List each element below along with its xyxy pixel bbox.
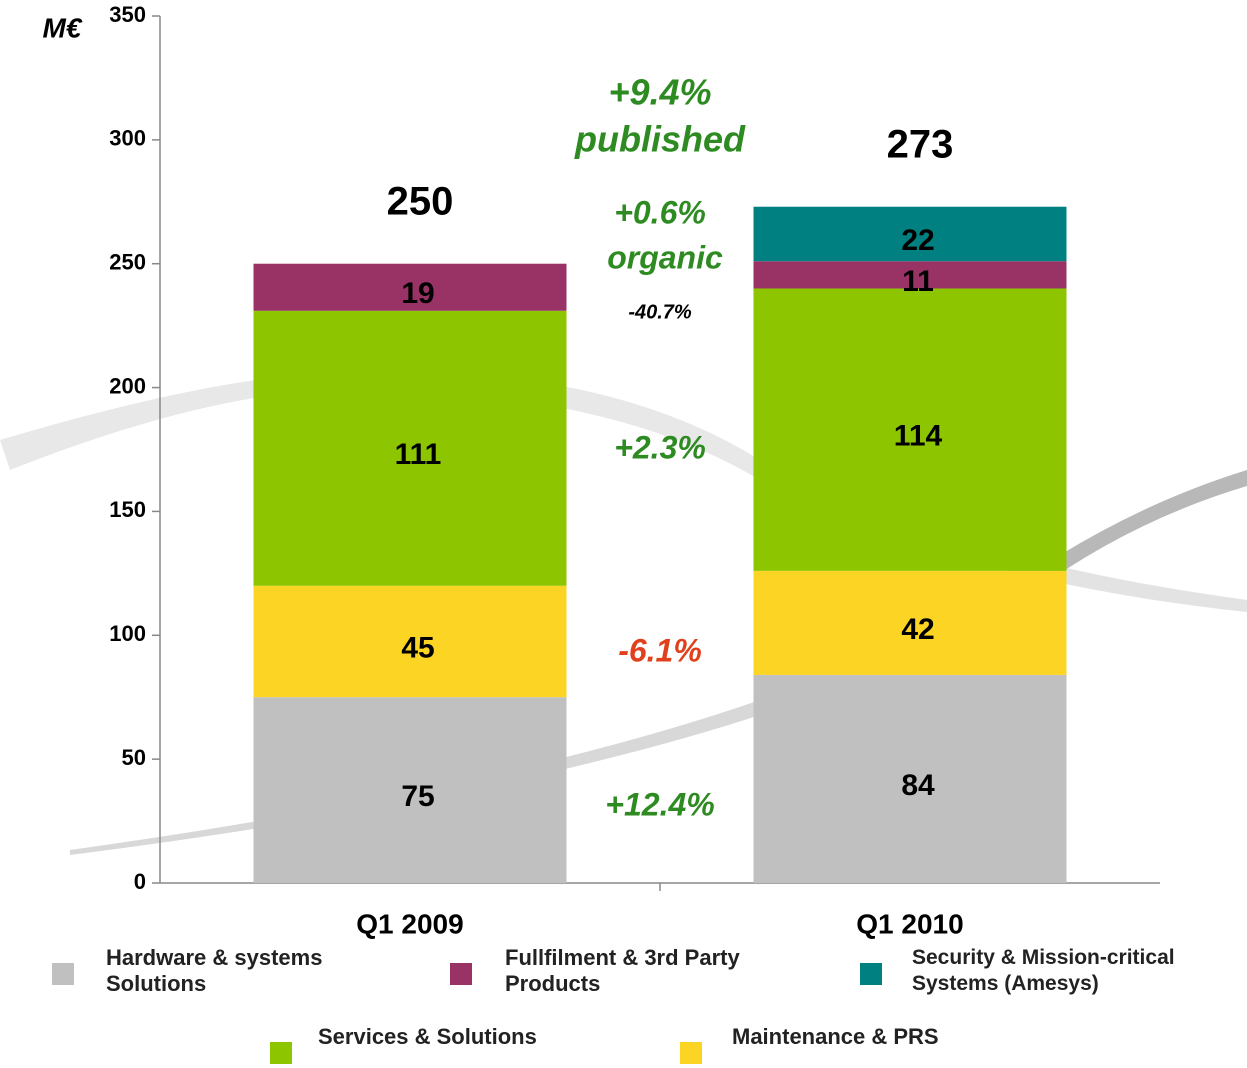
annotation: published [574,119,746,160]
background-swoosh [0,370,760,480]
legend-swatch [52,963,74,985]
y-tick-label: 0 [134,869,146,894]
legend-label: Services & Solutions [318,1024,537,1049]
total-label: 250 [387,179,454,223]
bar-segment [253,585,567,698]
annotation: -6.1% [618,632,702,668]
annotation: organic [607,239,723,275]
annotation: -40.7% [628,301,692,323]
annotation: +9.4% [608,72,711,113]
legend-label: Maintenance & PRS [732,1024,939,1049]
legend-label: Hardware & systems Solutions [106,945,323,996]
legend-label: Security & Mission-critical Systems (Ame… [912,946,1175,995]
value-label: 45 [401,631,434,664]
bar-segment [753,674,1067,883]
y-tick-label: 350 [109,2,146,27]
y-tick-label: 150 [109,497,146,522]
legend-swatch [450,963,472,985]
annotation: +2.3% [614,429,706,465]
y-tick-label: 250 [109,250,146,275]
annotation: +12.4% [605,786,714,822]
y-tick-label: 200 [109,373,146,398]
annotation: +0.6% [614,194,706,230]
value-label: 111 [395,438,442,471]
value-label: 75 [401,780,434,813]
legend-label: Fullfilment & 3rd Party Products [505,945,740,996]
value-label: 114 [894,420,943,453]
y-unit-label: M€ [43,12,83,43]
value-label: 42 [901,613,934,646]
bar-segment [753,288,1067,571]
background-swoosh [1060,470,1247,570]
total-label: 273 [887,122,954,166]
bar-segment [253,310,567,586]
y-tick-label: 300 [109,126,146,151]
value-label: 84 [901,769,935,802]
legend-swatch [680,1042,702,1064]
legend-swatch [860,963,882,985]
y-tick-label: 50 [122,745,146,770]
value-label: 11 [902,265,934,298]
bar-segment [753,261,1067,289]
bar-segment [253,697,567,883]
bar-segment [253,263,567,311]
value-label: 19 [401,277,434,310]
x-tick-label: Q1 2010 [856,908,963,939]
bar-segment [753,570,1067,675]
background-swoosh [760,460,1247,612]
bar-segment [753,206,1067,262]
y-tick-label: 100 [109,621,146,646]
x-tick-label: Q1 2009 [356,908,463,939]
legend-swatch [270,1042,292,1064]
value-label: 22 [901,224,934,257]
